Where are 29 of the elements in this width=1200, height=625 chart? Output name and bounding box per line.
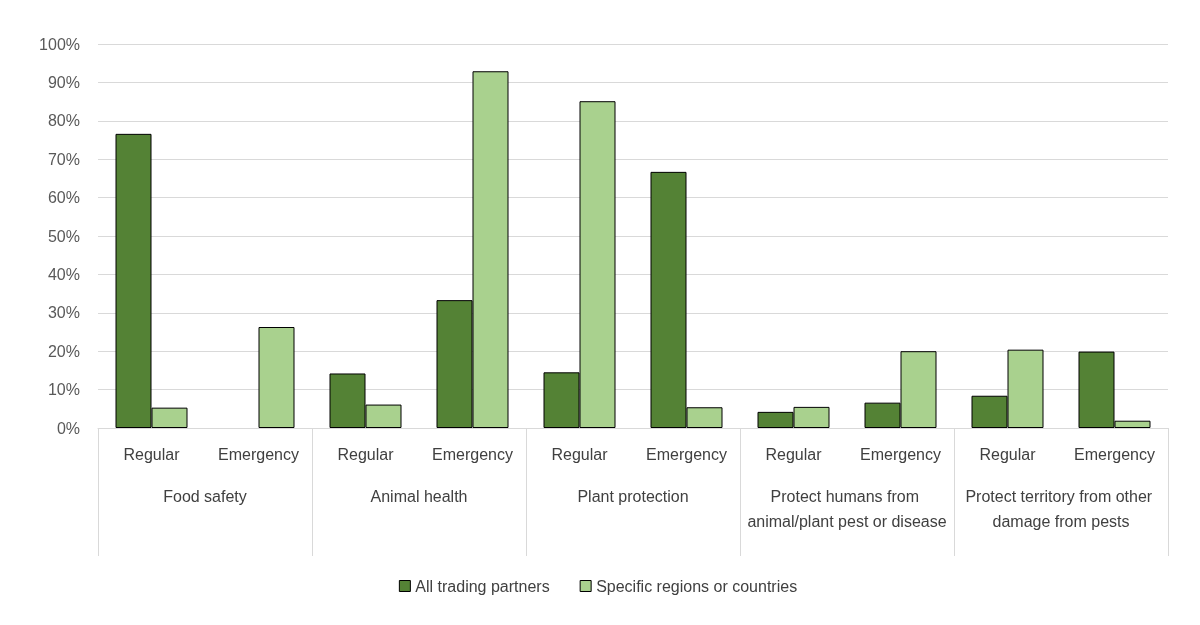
x-tick-label: Emergency [860, 445, 941, 463]
text: Protect territory from other damage from pests [965, 488, 1157, 530]
text: Protect humans from animal/plant pest or disease [747, 488, 947, 530]
x-tick-label: Regular [337, 445, 395, 463]
y-tick-label: 30% [47, 304, 80, 322]
x-tick-label: Regular [979, 445, 1037, 463]
y-tick-label: 50% [47, 227, 80, 245]
x-tick-label: Regular [123, 445, 181, 463]
x-tick-label: Emergency [1074, 445, 1155, 463]
text: Plant protection [577, 488, 689, 505]
y-tick-label: 20% [47, 342, 80, 360]
text: Food safety [163, 488, 247, 505]
y-tick-label: 40% [47, 265, 80, 283]
y-tick-label: 80% [47, 112, 80, 130]
legend-label: Specific regions or countries [596, 577, 798, 595]
y-tick-label: 60% [47, 189, 80, 207]
x-tick-label: Emergency [646, 445, 727, 463]
y-tick-label: 100% [39, 35, 80, 53]
text: Animal health [370, 488, 468, 505]
x-tick-label: Regular [765, 445, 823, 463]
y-tick-label: 10% [47, 381, 80, 399]
x-tick-label: Regular [551, 445, 609, 463]
x-tick-label: Emergency [432, 445, 513, 463]
y-tick-label: 90% [47, 73, 80, 91]
legend-label: All trading partners [415, 577, 550, 595]
bar [258, 327, 295, 428]
y-tick-label: 70% [47, 150, 80, 168]
y-tick-label: 0% [56, 419, 80, 437]
x-tick-label: Emergency [218, 445, 299, 463]
